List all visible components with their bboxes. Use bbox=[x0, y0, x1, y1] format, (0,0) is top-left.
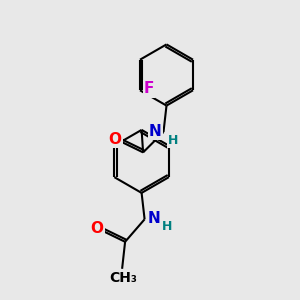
Text: CH₃: CH₃ bbox=[110, 272, 137, 285]
Text: H: H bbox=[162, 220, 172, 233]
Text: O: O bbox=[90, 221, 104, 236]
Text: F: F bbox=[144, 81, 154, 96]
Text: H: H bbox=[168, 134, 178, 147]
Text: N: N bbox=[149, 124, 161, 139]
Text: O: O bbox=[108, 132, 122, 147]
Text: N: N bbox=[147, 211, 160, 226]
